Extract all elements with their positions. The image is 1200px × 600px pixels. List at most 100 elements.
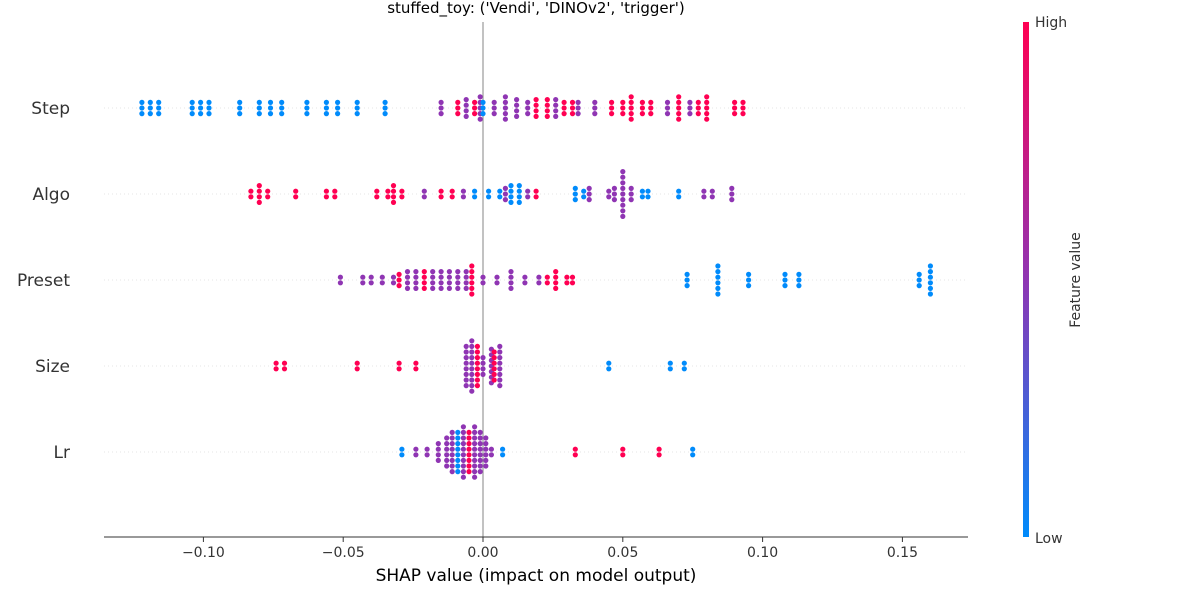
shap-point-size	[497, 355, 503, 361]
shap-point-lr	[690, 446, 696, 452]
shap-point-step	[620, 99, 626, 105]
shap-point-step	[477, 116, 483, 122]
shap-point-size	[480, 360, 486, 366]
shap-point-preset	[715, 291, 721, 297]
shap-point-step	[695, 105, 701, 111]
shap-point-lr	[460, 435, 466, 441]
shap-point-preset	[508, 274, 514, 280]
shap-point-step	[553, 113, 559, 119]
shap-point-algo	[729, 197, 735, 203]
shap-point-step	[323, 111, 329, 117]
shap-point-preset	[421, 274, 427, 280]
shap-point-lr	[460, 474, 466, 480]
shap-point-preset	[544, 280, 550, 286]
shap-point-step	[198, 99, 204, 105]
shap-point-lr	[477, 441, 483, 447]
shap-point-step	[575, 111, 581, 117]
shap-point-lr	[472, 446, 478, 452]
shap-point-lr	[449, 452, 455, 458]
shap-point-step	[323, 105, 329, 111]
shap-point-lr	[472, 441, 478, 447]
shap-point-step	[676, 99, 682, 105]
shap-point-size	[474, 343, 480, 349]
shap-point-size	[491, 366, 497, 372]
shap-point-preset	[421, 280, 427, 286]
shap-point-algo	[256, 188, 262, 194]
shap-point-step	[676, 105, 682, 111]
shap-point-algo	[385, 194, 391, 200]
shap-point-algo	[472, 188, 478, 194]
shap-point-step	[575, 99, 581, 105]
shap-point-algo	[486, 194, 492, 200]
shap-point-preset	[390, 274, 397, 280]
shap-point-preset	[927, 280, 934, 286]
shap-point-lr	[483, 435, 489, 441]
shap-point-preset	[360, 274, 366, 280]
shap-point-algo	[572, 185, 578, 191]
shap-point-preset	[360, 280, 366, 286]
shap-point-step	[676, 111, 682, 117]
shap-point-algo	[256, 183, 262, 189]
shap-point-lr	[435, 457, 441, 463]
shap-point-step	[544, 113, 550, 119]
shap-point-algo	[248, 194, 254, 200]
shap-point-step	[648, 99, 654, 105]
shap-point-step	[732, 99, 738, 105]
shap-point-preset	[413, 280, 419, 286]
shap-point-step	[480, 111, 486, 117]
shap-point-step	[304, 105, 310, 111]
shap-point-algo	[508, 183, 514, 189]
shap-point-preset	[404, 274, 411, 280]
shap-point-size	[469, 377, 475, 383]
shap-point-algo	[323, 188, 329, 194]
shap-point-algo	[525, 188, 531, 194]
shap-point-step	[533, 102, 539, 108]
shap-point-lr	[399, 452, 405, 458]
shap-point-step	[147, 111, 153, 117]
shap-point-size	[497, 349, 503, 355]
shap-point-preset	[421, 285, 427, 291]
shap-point-preset	[430, 274, 436, 280]
shap-point-algo	[421, 194, 427, 200]
shap-point-algo	[323, 194, 329, 200]
shap-point-step	[480, 105, 486, 111]
shap-point-size	[480, 371, 486, 377]
shap-point-size	[469, 388, 475, 394]
shap-point-size	[491, 355, 497, 361]
shap-point-lr	[477, 463, 483, 469]
shap-point-step	[382, 111, 388, 117]
shap-point-preset	[564, 280, 570, 286]
shap-point-lr	[435, 446, 441, 452]
shap-point-algo	[449, 188, 455, 194]
shap-point-step	[335, 111, 341, 117]
shap-point-step	[575, 105, 581, 111]
shap-point-lr	[399, 446, 405, 452]
shap-point-size	[491, 371, 497, 377]
shap-point-step	[491, 99, 497, 105]
shap-point-step	[525, 105, 531, 111]
shap-point-lr	[455, 435, 461, 441]
shap-point-algo	[293, 194, 299, 200]
shap-point-lr	[472, 463, 478, 469]
shap-point-algo	[265, 194, 271, 200]
shap-point-lr	[472, 452, 478, 458]
shap-point-step	[648, 105, 654, 111]
shap-point-size	[469, 383, 475, 389]
shap-point-algo	[620, 208, 626, 214]
shap-point-preset	[463, 280, 469, 286]
shap-point-preset	[796, 271, 802, 277]
shap-point-step	[628, 94, 634, 100]
shap-point-algo	[606, 188, 612, 194]
shap-point-step	[732, 105, 738, 111]
shap-point-preset	[684, 277, 690, 283]
shap-point-size	[480, 366, 486, 372]
shap-point-lr	[620, 452, 626, 458]
shap-point-preset	[508, 280, 514, 286]
shap-point-step	[514, 113, 520, 119]
shap-point-preset	[553, 280, 559, 286]
shap-point-preset	[522, 274, 528, 280]
shap-point-step	[335, 105, 341, 111]
shap-point-lr	[449, 463, 455, 469]
shap-point-step	[704, 94, 710, 100]
shap-point-lr	[444, 446, 450, 452]
